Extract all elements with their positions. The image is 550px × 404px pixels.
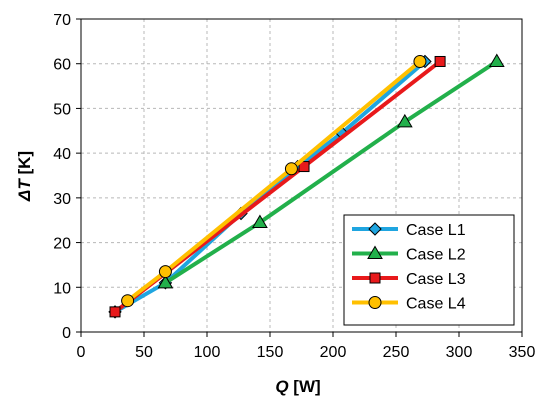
x-tick-label: 250 <box>383 344 410 361</box>
x-axis-unit: [W] <box>289 377 321 396</box>
x-tick-label: 100 <box>194 344 221 361</box>
data-point-case-l3 <box>298 161 310 173</box>
legend-label: Case L3 <box>406 271 466 288</box>
y-tick-label: 60 <box>53 57 71 74</box>
data-point-case-l3 <box>109 306 121 318</box>
legend-marker-case-l1 <box>368 222 382 236</box>
plot-frame <box>76 18 523 337</box>
x-tick-label: 300 <box>446 344 473 361</box>
series-layer <box>108 53 505 319</box>
series-case-l4 <box>121 54 427 308</box>
data-point-case-l2 <box>252 214 268 228</box>
legend-marker-case-l3 <box>369 272 381 284</box>
data-point-case-l4 <box>413 54 427 68</box>
series-line-case-l2 <box>163 59 499 285</box>
y-tick-label: 30 <box>53 191 71 208</box>
data-point-case-l4 <box>121 294 135 308</box>
legend-marker-case-l2 <box>367 245 383 259</box>
legend-item-case-l2: Case L2 <box>352 245 466 264</box>
y-axis-unit: [K] <box>15 151 34 179</box>
plot-border <box>80 18 523 333</box>
x-axis-symbol: Q <box>275 377 288 396</box>
y-tick-label: 10 <box>53 280 71 297</box>
y-tick-label: 0 <box>62 325 71 342</box>
x-tick-label: 0 <box>77 344 86 361</box>
x-tick-label: 200 <box>320 344 347 361</box>
legend-item-case-l1: Case L1 <box>352 222 466 239</box>
legend-item-case-l3: Case L3 <box>352 271 466 288</box>
x-tick-label: 50 <box>135 344 153 361</box>
data-point-case-l2 <box>157 274 174 289</box>
legend-label: Case L2 <box>406 247 466 264</box>
y-tick-label: 20 <box>53 236 71 253</box>
series-line-case-l1 <box>113 59 427 314</box>
data-point-case-l4 <box>284 162 298 176</box>
y-tick-labels: 0 10 20 30 40 50 60 70 <box>53 12 71 342</box>
series-line-case-l4 <box>125 59 422 303</box>
x-tick-label: 350 <box>509 344 536 361</box>
legend-item-case-l4: Case L4 <box>352 296 466 313</box>
y-tick-label: 70 <box>53 12 71 29</box>
legend-label: Case L1 <box>406 222 466 239</box>
series-case-l2 <box>157 53 505 289</box>
legend-marker-case-l4 <box>368 296 382 309</box>
legend: Case L1 Case L2 Case L3 Case L4 <box>343 214 515 326</box>
y-axis-symbol: ΔT <box>15 178 34 202</box>
legend-label: Case L4 <box>406 296 466 313</box>
data-point-case-l4 <box>158 265 172 279</box>
x-tick-label: 150 <box>257 344 284 361</box>
data-point-case-l2 <box>488 53 505 67</box>
data-point-case-l3 <box>434 55 446 67</box>
x-tick-labels: 0 50 100 150 200 250 300 350 <box>77 344 536 361</box>
y-axis-label: ΔT [K] <box>15 151 34 202</box>
y-tick-label: 50 <box>53 101 71 118</box>
data-point-case-l2 <box>396 113 413 128</box>
x-axis-label: Q [W] <box>275 377 320 396</box>
y-tick-label: 40 <box>53 146 71 163</box>
